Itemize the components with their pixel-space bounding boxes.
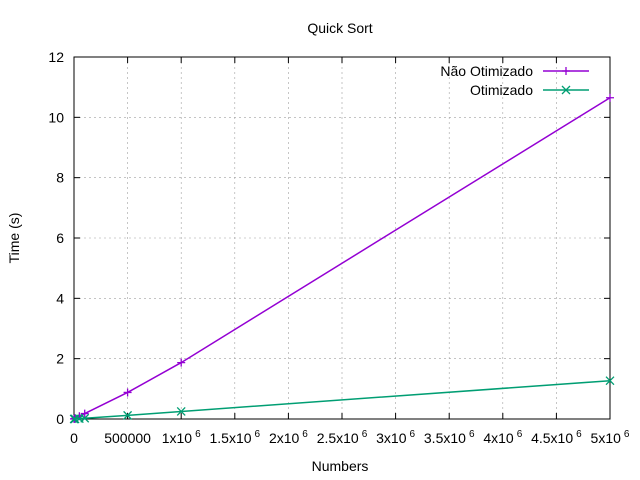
x-tick-label: 4.5x10 6 [531, 429, 582, 446]
x-tick-label: 2x10 6 [269, 429, 308, 446]
x-tick-label-exponent: 6 [195, 429, 201, 440]
legend-label: Otimizado [470, 82, 533, 98]
data-point [606, 93, 614, 102]
data-point [123, 388, 132, 397]
data-point [80, 409, 89, 418]
x-tick-label-exponent: 6 [302, 429, 308, 440]
grid [74, 57, 610, 419]
x-axis-label: Numbers [312, 458, 369, 474]
x-tick-label: 0 [70, 430, 78, 446]
data-point [561, 85, 571, 95]
x-tick-label: 3.5x10 6 [424, 429, 475, 446]
x-tick-label-base: 5x10 [591, 430, 622, 446]
data-point [123, 410, 133, 420]
x-tick-label: 1.5x10 6 [209, 429, 260, 446]
data-point [177, 358, 186, 367]
x-tick-label-exponent: 6 [362, 429, 368, 440]
x-tick-label-base: 2.5x10 [317, 430, 359, 446]
x-tick-label-base: 3x10 [376, 430, 407, 446]
x-tick-label-exponent: 6 [255, 429, 261, 440]
x-tick-label: 2.5x10 6 [317, 429, 368, 446]
legend-label: Não Otimizado [440, 63, 533, 79]
x-tick-label-exponent: 6 [624, 429, 630, 440]
y-tick-label: 4 [56, 290, 64, 306]
legend: Não Otimizado Otimizado [440, 63, 589, 98]
x-tick-label-base: 4.5x10 [531, 430, 573, 446]
x-tick-label-exponent: 6 [517, 429, 523, 440]
data-point [562, 67, 570, 75]
series-1 [69, 376, 615, 424]
y-tick-label: 6 [56, 230, 64, 246]
x-tick-label: 5x10 6 [591, 429, 630, 446]
x-tick-label-exponent: 6 [469, 429, 475, 440]
x-tick-label-base: 1x10 [162, 430, 193, 446]
data-point [176, 406, 186, 416]
x-tick-label: 3x10 6 [376, 429, 415, 446]
x-tick-label-base: 500000 [104, 430, 151, 446]
x-tick-label-base: 2x10 [269, 430, 300, 446]
y-tick-label: 8 [56, 170, 64, 186]
data-point [605, 376, 615, 386]
x-tick-label: 4x10 6 [483, 429, 522, 446]
y-tick-label: 0 [56, 411, 64, 427]
y-tick-label: 10 [48, 109, 64, 125]
data-point [80, 413, 90, 423]
y-tick-label: 12 [48, 49, 64, 65]
x-tick-label-exponent: 6 [409, 429, 415, 440]
x-tick-label-base: 3.5x10 [424, 430, 466, 446]
series [69, 93, 615, 424]
x-tick-label-base: 0 [70, 430, 78, 446]
x-tick-label-exponent: 6 [576, 429, 582, 440]
x-tick-label-base: 4x10 [483, 430, 514, 446]
x-tick-label: 500000 [104, 430, 151, 446]
y-tick-label: 2 [56, 351, 64, 367]
x-tick-label: 1x10 6 [162, 429, 201, 446]
y-axis-label: Time (s) [6, 213, 22, 264]
x-tick-label-base: 1.5x10 [209, 430, 251, 446]
chart-title: Quick Sort [307, 20, 372, 36]
